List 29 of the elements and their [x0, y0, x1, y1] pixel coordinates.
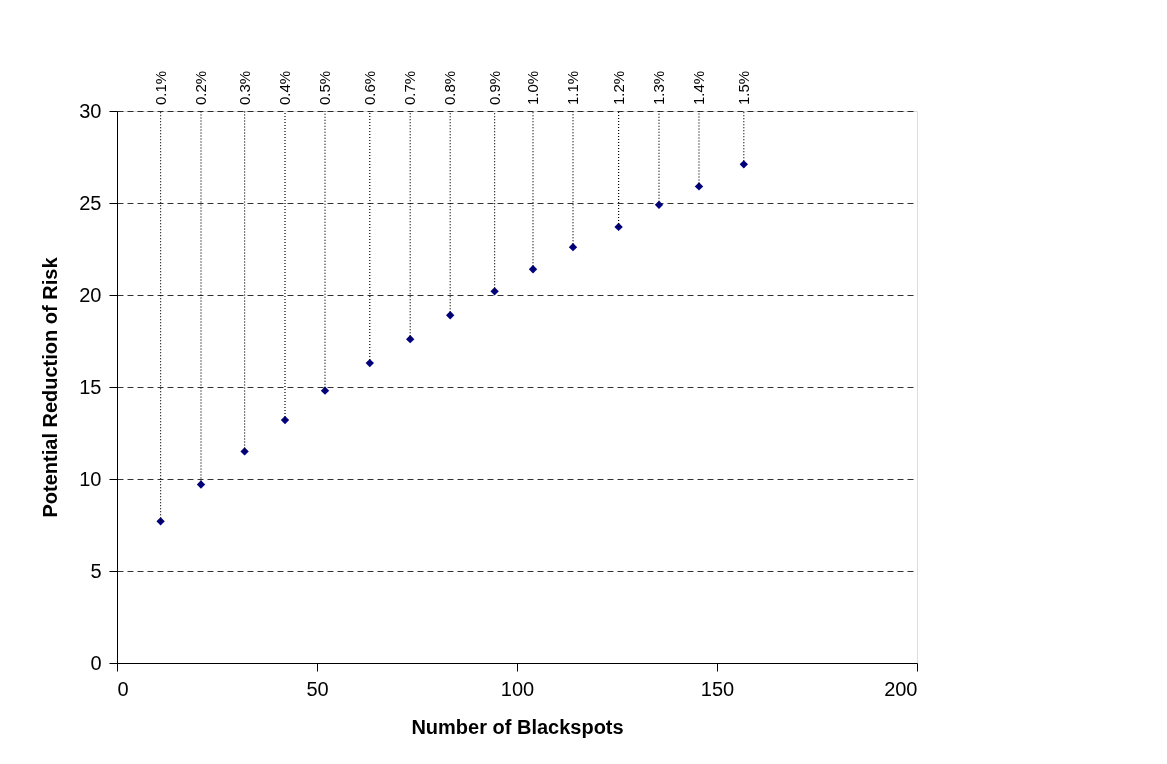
- annotation: 1.4%: [690, 70, 707, 105]
- annotation: 1.0%: [524, 70, 541, 105]
- annotation: 1.1%: [564, 70, 581, 105]
- y-axis-title: Potential Reduction of Risk: [39, 256, 62, 518]
- annotation: 0.4%: [276, 70, 293, 105]
- annotation: 1.2%: [609, 70, 627, 105]
- annotation: 0.3%: [235, 70, 253, 105]
- x-axis-title: Number of Blackspots: [411, 715, 624, 738]
- annotation: 1.5%: [734, 70, 752, 105]
- annotation: 0.5%: [316, 70, 333, 105]
- annotation: 0.9%: [485, 70, 503, 105]
- x-tick-label: 100: [500, 677, 535, 700]
- y-tick-label: 15: [79, 375, 102, 398]
- annotation: 0.8%: [441, 70, 459, 105]
- x-tick-label: 150: [700, 677, 735, 700]
- y-tick-label: 30: [79, 99, 102, 122]
- annotation: 0.2%: [192, 70, 209, 105]
- y-tick-label: 0: [90, 651, 102, 674]
- annotation: 0.6%: [360, 70, 378, 105]
- x-tick-label: 200: [884, 677, 918, 700]
- y-tick-label: 5: [90, 559, 102, 582]
- x-tick-label: 0: [117, 677, 129, 700]
- y-tick-label: 20: [79, 283, 102, 306]
- annotation: 1.3%: [650, 70, 667, 105]
- x-tick-label: 50: [306, 677, 329, 700]
- y-tick-label: 10: [79, 467, 102, 490]
- annotation: 0.1%: [151, 70, 169, 105]
- annotation: 0.7%: [401, 70, 419, 105]
- y-tick-label: 25: [79, 191, 102, 214]
